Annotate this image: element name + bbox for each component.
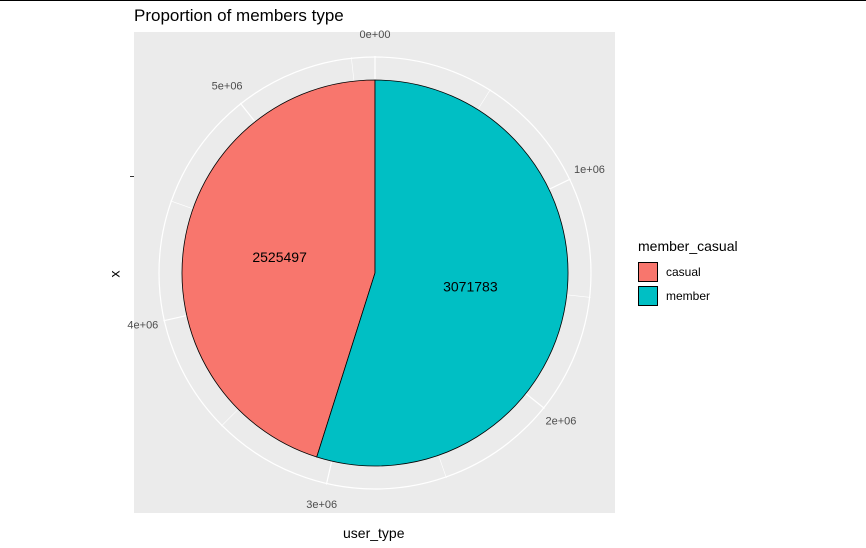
angle-tick-label: 0e+00 xyxy=(360,29,391,41)
angle-tick-label: 5e+06 xyxy=(212,80,243,92)
top-border-line xyxy=(0,0,866,1)
pie-slice-member xyxy=(316,79,569,467)
grid-spoke xyxy=(566,294,591,298)
angle-tick-labels: 0e+00 1e+06 2e+06 3e+06 4e+06 5e+06 xyxy=(127,29,605,511)
legend-swatch-casual xyxy=(638,262,658,282)
slice-value-label-casual: 2525497 xyxy=(252,249,307,265)
y-axis-tick xyxy=(130,176,134,177)
angle-tick-label: 1e+06 xyxy=(574,164,605,176)
angle-tick-label: 2e+06 xyxy=(545,415,576,427)
y-axis-label: x xyxy=(106,270,123,278)
legend-title: member_casual xyxy=(638,238,738,254)
legend-swatch-member xyxy=(638,286,658,306)
grid-spoke xyxy=(548,178,571,190)
pie-slice-casual xyxy=(181,79,376,458)
pie-slices xyxy=(181,79,569,467)
pie-chart: 2525497 3071783 0e+00 1e+06 2e+06 3e+06 4e+06… xyxy=(127,29,605,511)
angle-tick-label: 4e+06 xyxy=(127,319,158,331)
slice-value-label-member: 3071783 xyxy=(443,278,498,294)
legend-label-casual: casual xyxy=(666,265,701,279)
grid-spoke xyxy=(221,408,239,427)
grid-spoke xyxy=(351,57,355,82)
grid-spoke xyxy=(163,314,187,322)
angle-tick-label: 3e+06 xyxy=(306,499,337,511)
grid-spoke xyxy=(438,455,447,479)
legend-label-member: member xyxy=(666,289,711,303)
grid-spoke xyxy=(170,200,194,210)
grid-spoke xyxy=(525,393,545,409)
legend-item-casual: casual xyxy=(638,262,701,282)
legend-item-member: member xyxy=(638,286,710,306)
chart-title: Proportion of members type xyxy=(134,6,344,25)
grid-spoke xyxy=(325,460,333,485)
grid-spoke xyxy=(477,89,491,110)
grid-spoke xyxy=(239,102,256,123)
x-axis-label: user_type xyxy=(343,525,405,541)
grid-spokes xyxy=(163,56,591,485)
slice-labels: 2525497 3071783 xyxy=(252,249,497,294)
